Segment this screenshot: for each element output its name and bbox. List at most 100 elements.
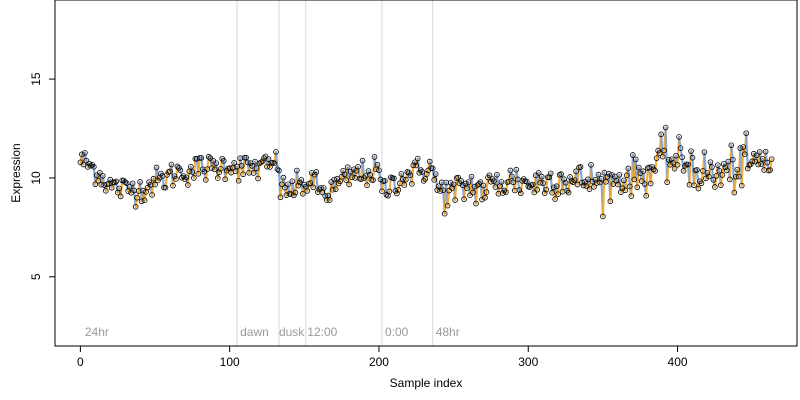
data-point-224 — [412, 159, 418, 166]
data-point-152 — [304, 188, 311, 194]
data-point-38 — [134, 194, 140, 201]
data-point-127 — [267, 164, 273, 170]
data-point-365 — [622, 187, 629, 194]
data-point-377 — [640, 168, 647, 175]
data-point-450 — [749, 158, 756, 165]
data-point-319 — [553, 183, 560, 190]
series-segment-418 — [703, 151, 708, 180]
series-segment-94 — [219, 157, 224, 170]
data-point-385 — [652, 168, 658, 174]
data-point-217 — [401, 182, 408, 188]
data-point-325 — [562, 179, 569, 186]
data-point-401 — [676, 134, 682, 140]
data-point-307 — [535, 170, 542, 176]
data-point-14 — [98, 181, 105, 188]
data-point-30 — [122, 179, 128, 185]
data-point-92 — [214, 175, 221, 181]
data-point-131 — [273, 149, 279, 155]
data-point-444 — [740, 144, 747, 150]
data-point-145 — [294, 167, 300, 174]
data-point-142 — [289, 178, 296, 185]
data-point-157 — [311, 171, 318, 178]
data-point-262 — [468, 173, 475, 180]
x-tick-label-3: 300 — [518, 355, 538, 369]
data-point-43 — [141, 197, 148, 204]
data-point-309 — [538, 173, 545, 180]
data-point-156 — [310, 184, 317, 191]
data-point-341 — [586, 186, 593, 192]
data-point-292 — [513, 166, 520, 173]
x-axis-label: Sample index — [390, 376, 463, 390]
data-point-232 — [423, 171, 430, 177]
data-point-52 — [155, 177, 161, 184]
data-point-366 — [624, 172, 630, 178]
data-point-74 — [188, 163, 194, 170]
data-point-457 — [759, 156, 766, 162]
data-point-179 — [344, 164, 351, 170]
data-point-437 — [730, 156, 736, 163]
y-axis-label: Expression — [9, 143, 23, 202]
series-segment-38 — [136, 189, 140, 199]
data-point-455 — [756, 149, 763, 155]
data-point-227 — [416, 169, 423, 176]
data-point-96 — [220, 157, 227, 164]
data-point-390 — [659, 153, 666, 160]
data-point-76 — [191, 175, 197, 181]
data-point-69 — [180, 173, 187, 179]
series-segment-213 — [397, 182, 401, 191]
data-point-213 — [395, 187, 402, 193]
data-point-176 — [340, 167, 346, 174]
data-point-180 — [346, 181, 352, 188]
data-point-303 — [529, 181, 536, 188]
data-point-75 — [189, 169, 196, 175]
data-point-424 — [710, 176, 717, 183]
data-point-355 — [607, 198, 614, 205]
x-tick-label-0: 0 — [77, 355, 84, 369]
data-point-432 — [722, 164, 729, 171]
series-segment-3 — [83, 151, 88, 162]
data-point-199 — [374, 161, 381, 168]
data-point-396 — [668, 156, 675, 163]
series-segment-15 — [101, 174, 106, 187]
data-point-327 — [565, 189, 572, 196]
data-point-423 — [709, 164, 715, 170]
data-point-462 — [767, 167, 773, 173]
data-point-395 — [667, 161, 673, 168]
data-point-445 — [741, 151, 748, 158]
data-point-404 — [680, 168, 687, 174]
data-point-79 — [195, 170, 202, 177]
y-axis: 5 10 15 — [29, 72, 56, 280]
data-point-188 — [358, 176, 364, 182]
data-point-310 — [540, 180, 546, 186]
data-point-419 — [703, 175, 709, 182]
data-point-178 — [343, 177, 349, 183]
data-point-318 — [552, 196, 558, 202]
data-point-26 — [116, 185, 122, 192]
data-point-347 — [595, 171, 602, 178]
data-point-207 — [386, 188, 393, 195]
data-point-84 — [202, 177, 209, 183]
series-segment-460 — [766, 161, 770, 172]
data-point-289 — [509, 173, 515, 180]
data-point-17 — [102, 187, 109, 194]
series-segment-97 — [224, 169, 228, 181]
data-point-333 — [574, 181, 581, 188]
data-point-118 — [253, 165, 260, 171]
series-segment-459 — [764, 150, 769, 164]
data-point-425 — [712, 184, 718, 190]
data-point-460 — [764, 159, 770, 166]
data-point-205 — [383, 191, 390, 198]
data-point-290 — [510, 179, 517, 186]
data-point-352 — [603, 178, 609, 185]
data-point-221 — [407, 172, 414, 179]
series-segment-367 — [627, 167, 631, 188]
data-point-340 — [585, 176, 591, 183]
data-point-15 — [99, 173, 106, 179]
data-point-306 — [534, 186, 541, 193]
series-segment-37 — [134, 196, 139, 208]
data-point-382 — [647, 180, 654, 187]
series-segment-84 — [204, 168, 209, 182]
data-point-379 — [643, 192, 650, 199]
data-point-200 — [376, 167, 382, 174]
data-point-115 — [249, 163, 255, 169]
